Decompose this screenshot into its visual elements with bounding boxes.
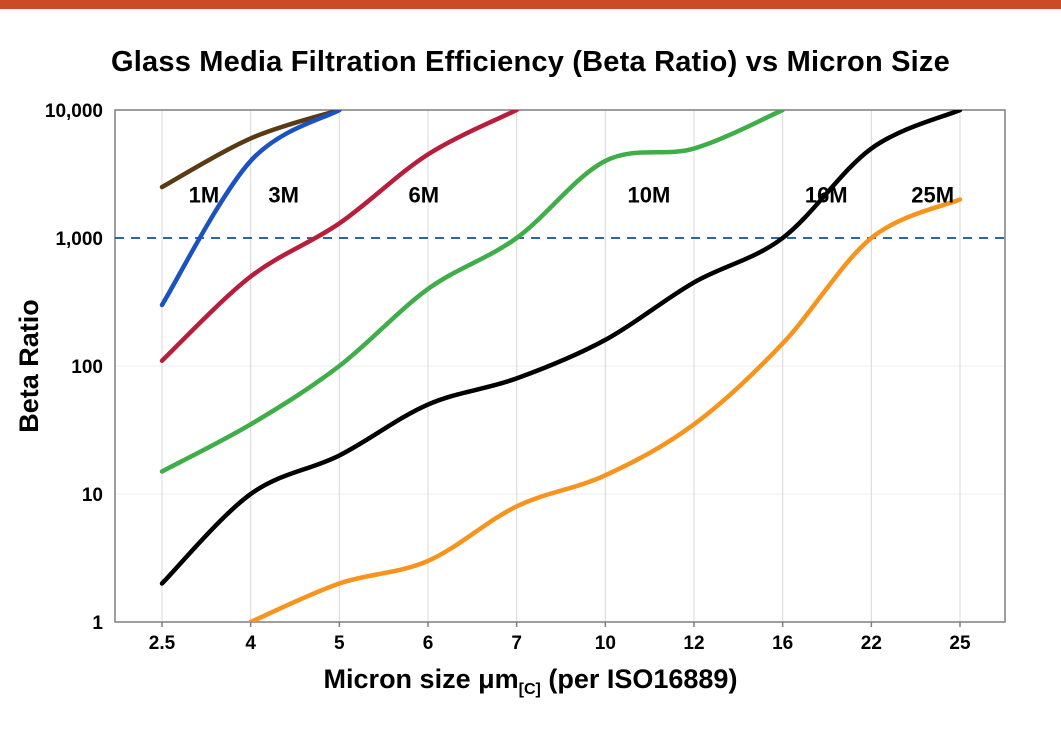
y-tick-label: 1: [92, 613, 103, 634]
x-axis-label-main: Micron size μm: [323, 664, 519, 694]
series-line-6m: [159, 110, 519, 363]
x-tick-label: 6: [423, 633, 434, 654]
series-line-10m: [159, 110, 785, 474]
y-tick-label: 100: [71, 357, 103, 378]
x-axis-label-tail: (per ISO16889): [540, 664, 738, 694]
x-axis-label: Micron size μm[C] (per ISO16889): [0, 664, 1061, 698]
y-tick-label: 1,000: [55, 229, 103, 250]
x-tick-label: 7: [511, 633, 522, 654]
series-line-25m: [248, 197, 963, 622]
y-axis-label: Beta Ratio: [14, 299, 44, 433]
x-tick-label: 12: [683, 633, 704, 654]
x-tick-label: 25: [949, 633, 971, 654]
series-label-16m: 16M: [805, 182, 848, 207]
top-accent-bar: [0, 0, 1061, 9]
series-label-10m: 10M: [628, 182, 671, 207]
series-line-1m: [159, 110, 342, 190]
series-line-3m: [159, 110, 342, 308]
y-tick-label: 10: [82, 485, 103, 506]
x-axis-label-subscript: [C]: [518, 681, 541, 698]
series-label-6m: 6M: [408, 182, 439, 207]
x-tick-label: 22: [861, 633, 882, 654]
chart-title: Glass Media Filtration Efficiency (Beta …: [111, 46, 950, 78]
x-tick-label: 16: [772, 633, 793, 654]
y-tick-label: 10,000: [45, 101, 103, 122]
series-line-16m: [159, 110, 963, 586]
x-tick-label: 10: [595, 633, 616, 654]
x-tick-label: 2.5: [149, 633, 176, 654]
series-label-3m: 3M: [268, 182, 299, 207]
x-tick-label: 4: [245, 633, 256, 654]
beta-ratio-line-chart: 1M 3M 6M 10M 16M 25M 2.5 4 5 6 7 10 12 16 22 25 1 10 100 1,…: [14, 101, 1006, 654]
x-tick-label: 5: [334, 633, 345, 654]
series-label-1m: 1M: [189, 182, 220, 207]
series-label-25m: 25M: [911, 182, 954, 207]
